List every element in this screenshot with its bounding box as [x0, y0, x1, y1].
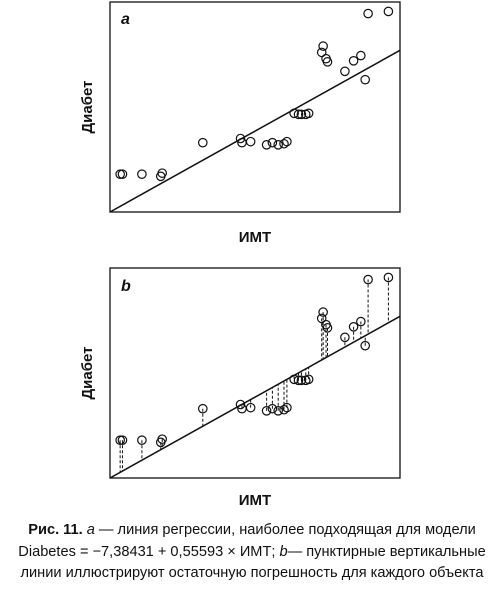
panel-a-data-point: [303, 108, 314, 119]
panel-b-data-point: [363, 274, 373, 285]
panel-b-data-point: [303, 374, 314, 385]
panel-b-data-point: [322, 323, 333, 333]
panel-b-y-axis-label: Диабет: [79, 346, 96, 399]
panel-b-data-point: [316, 313, 327, 324]
panel-a-x-axis-label: ИМТ: [239, 229, 271, 246]
panel-b-data-point: [235, 399, 246, 410]
panel-b-data-point: [318, 307, 328, 317]
panel-b-chart: b Диабет ИМТ: [79, 267, 401, 509]
panel-b-data-point: [296, 375, 307, 386]
panel-b-data-point: [198, 403, 208, 414]
panel-a-data-point: [318, 41, 328, 51]
panel-b-data-point: [117, 435, 128, 445]
panel-b-data-point: [157, 434, 167, 444]
panel-a-data-point: [383, 6, 394, 17]
panel-b-data-point: [293, 375, 304, 386]
panel-b-data-point: [383, 272, 394, 283]
panel-a-marks: [109, 6, 401, 213]
panel-a-data-point: [235, 133, 246, 144]
panel-b-data-point: [360, 340, 370, 351]
panel-a-data-point: [245, 136, 256, 147]
panel-b-regression-line: [109, 315, 401, 479]
caption-part-a-text: — линия регрессии, наиболее подходящая д…: [18, 522, 476, 560]
panel-b-data-point: [137, 435, 147, 445]
panel-a-chart: a Диабет ИМТ: [79, 1, 401, 246]
caption-part-b-text: — пунктирные вертикальные линии иллюстри…: [20, 543, 486, 582]
panel-a-data-point: [348, 55, 359, 66]
panel-b-data-point: [279, 404, 289, 415]
panel-a-data-point: [363, 8, 373, 19]
panel-a-data-point: [157, 168, 167, 178]
panel-a-data-point: [289, 108, 299, 119]
panel-a-data-point: [293, 109, 304, 120]
panel-a-data-point: [267, 137, 278, 148]
panel-a-data-point: [360, 74, 370, 85]
panel-b-plot-frame: [109, 267, 401, 479]
panel-a-y-axis-label: Диабет: [79, 80, 96, 133]
panel-a-data-point: [273, 140, 283, 150]
panel-a-plot-frame: [109, 1, 401, 213]
panel-a-data-point: [296, 109, 307, 120]
panel-a-data-point: [261, 140, 272, 150]
panel-a-data-point: [137, 169, 147, 179]
panel-a-data-point: [198, 137, 208, 148]
panel-b-data-point: [245, 402, 256, 413]
panel-a-data-point: [282, 136, 292, 147]
panel-b-data-point: [356, 316, 366, 327]
panel-a-data-point: [316, 47, 327, 58]
panel-b-data-point: [261, 405, 272, 416]
caption-part-b-letter: b: [279, 543, 288, 560]
caption-part-a-letter: a: [86, 522, 95, 538]
panel-a-label: a: [121, 11, 130, 28]
panel-a-data-point: [117, 169, 128, 179]
panel-a-data-point: [322, 57, 333, 67]
panel-b-data-point: [282, 402, 292, 413]
panel-a-data-point: [279, 138, 289, 149]
figure-svg: a Диабет ИМТ b Диабет ИМТ: [79, 1, 401, 509]
panel-b-marks: [109, 272, 401, 479]
panel-b-data-point: [267, 403, 278, 414]
figure-caption: Рис. 11. a — линия регрессии, наиболее п…: [6, 520, 498, 585]
panel-b-x-axis-label: ИМТ: [239, 492, 271, 509]
panel-b-data-point: [348, 321, 359, 332]
panel-b-data-point: [273, 405, 283, 416]
panel-a-regression-line: [109, 49, 401, 213]
panel-b-data-point: [340, 332, 350, 343]
panel-b-data-point: [289, 374, 299, 385]
panel-a-data-point: [356, 50, 366, 61]
panel-a-data-point: [340, 66, 350, 77]
caption-figure-number: Рис. 11.: [28, 522, 83, 538]
panel-b-label: b: [121, 278, 131, 295]
